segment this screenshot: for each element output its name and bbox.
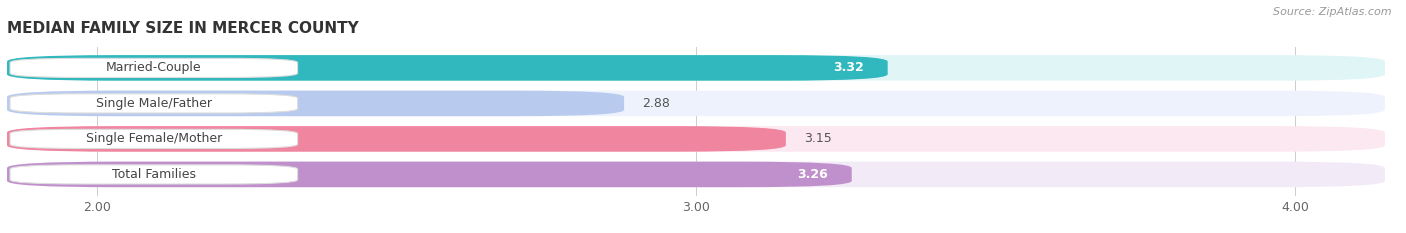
Text: Total Families: Total Families	[112, 168, 195, 181]
Text: 3.32: 3.32	[832, 62, 863, 74]
FancyBboxPatch shape	[7, 162, 1385, 187]
Text: 3.15: 3.15	[804, 132, 831, 145]
FancyBboxPatch shape	[10, 129, 298, 148]
Text: Source: ZipAtlas.com: Source: ZipAtlas.com	[1274, 7, 1392, 17]
Text: Single Female/Mother: Single Female/Mother	[86, 132, 222, 145]
FancyBboxPatch shape	[7, 55, 1385, 81]
FancyBboxPatch shape	[10, 94, 298, 113]
FancyBboxPatch shape	[10, 58, 298, 78]
FancyBboxPatch shape	[7, 55, 887, 81]
Text: Married-Couple: Married-Couple	[105, 62, 201, 74]
FancyBboxPatch shape	[7, 91, 624, 116]
FancyBboxPatch shape	[7, 91, 1385, 116]
FancyBboxPatch shape	[7, 126, 786, 152]
Text: MEDIAN FAMILY SIZE IN MERCER COUNTY: MEDIAN FAMILY SIZE IN MERCER COUNTY	[7, 21, 359, 36]
FancyBboxPatch shape	[7, 126, 1385, 152]
Text: 2.88: 2.88	[643, 97, 669, 110]
FancyBboxPatch shape	[10, 165, 298, 184]
Text: Single Male/Father: Single Male/Father	[96, 97, 212, 110]
FancyBboxPatch shape	[7, 162, 852, 187]
Text: 3.26: 3.26	[797, 168, 828, 181]
